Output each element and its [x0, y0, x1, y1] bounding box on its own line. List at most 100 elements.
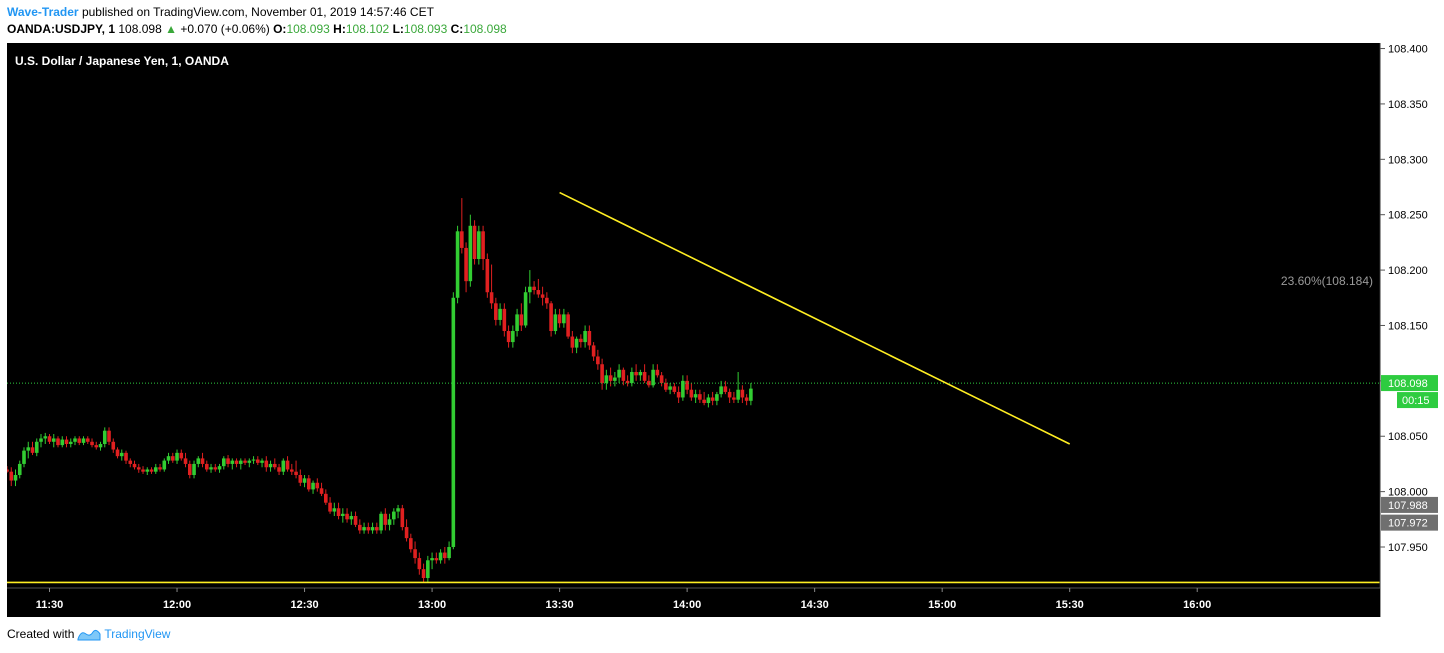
candle-body	[217, 466, 222, 470]
candle-body	[209, 467, 213, 470]
candle-body	[404, 527, 409, 539]
candle	[153, 463, 158, 474]
candle-body	[77, 438, 82, 443]
candle	[693, 389, 698, 404]
candle-body	[307, 478, 311, 490]
candle-body	[438, 552, 443, 561]
candle	[128, 458, 133, 468]
candle	[634, 364, 638, 381]
candle-body	[64, 439, 69, 444]
candle	[290, 463, 294, 476]
candle	[604, 369, 609, 390]
candle-body	[642, 371, 647, 381]
price-chart[interactable]: U.S. Dollar / Japanese Yen, 1, OANDA 23.…	[7, 43, 1439, 617]
time-tick-label: 12:00	[163, 599, 191, 611]
candle	[119, 449, 124, 461]
candles-layer	[7, 198, 753, 583]
price-change: +0.070 (+0.06%)	[180, 22, 270, 36]
candle	[238, 458, 243, 470]
candle-body	[60, 439, 65, 446]
candle	[477, 225, 481, 265]
candle-body	[255, 459, 260, 463]
candle-body	[107, 430, 111, 442]
candle-body	[498, 308, 502, 320]
candle-body	[536, 290, 541, 295]
candle	[349, 511, 354, 525]
candle	[672, 383, 677, 395]
candle	[557, 308, 562, 328]
candle	[536, 278, 541, 298]
candle-body	[485, 259, 490, 293]
candle	[332, 502, 337, 516]
candle-body	[68, 441, 73, 444]
author-link[interactable]: Wave-Trader	[7, 5, 79, 19]
time-tick-label: 14:00	[673, 599, 701, 611]
candle-body	[158, 467, 162, 470]
candle-body	[264, 460, 269, 468]
candle-body	[247, 460, 252, 463]
candle-body	[51, 438, 56, 442]
candle-body	[13, 475, 18, 481]
candle	[685, 375, 689, 395]
price-tick-label: 108.300	[1388, 154, 1428, 166]
footer: Created with TradingView	[7, 627, 170, 641]
candle-body	[409, 538, 413, 550]
candle	[200, 452, 205, 468]
candle	[638, 369, 643, 381]
candle-body	[332, 508, 337, 512]
candle-body	[732, 397, 736, 400]
candle	[706, 394, 711, 408]
candle-body	[681, 380, 685, 398]
candle	[264, 456, 269, 472]
candle	[307, 475, 311, 492]
tradingview-link[interactable]: TradingView	[104, 627, 171, 641]
candle	[383, 508, 388, 531]
candle	[506, 325, 511, 348]
candle-body	[204, 463, 209, 470]
chart-pane[interactable]	[7, 43, 1380, 588]
candle-body	[34, 441, 39, 453]
candle	[392, 508, 396, 525]
candle	[430, 552, 434, 570]
candle-body	[434, 558, 439, 561]
candle-body	[281, 460, 286, 472]
candle-body	[285, 460, 290, 470]
candle-body	[141, 469, 145, 472]
candle	[689, 383, 694, 401]
candle-body	[689, 389, 694, 398]
chart-title: U.S. Dollar / Japanese Yen, 1, OANDA	[15, 54, 229, 68]
overlays-layer	[7, 191, 1380, 584]
level-label: 107.988	[1388, 500, 1428, 512]
candle-body	[723, 386, 728, 392]
candle	[532, 281, 536, 295]
candle-body	[706, 397, 711, 404]
candle	[26, 441, 31, 459]
price-tick-label: 108.250	[1388, 210, 1428, 222]
candle-body	[81, 438, 86, 443]
candle	[60, 436, 65, 448]
candle	[668, 383, 672, 395]
candle-body	[540, 294, 545, 298]
candle-body	[502, 308, 507, 332]
time-axis[interactable]	[7, 588, 1380, 617]
candle	[698, 389, 702, 404]
candle	[655, 364, 660, 378]
candle	[621, 367, 626, 386]
candle	[192, 460, 196, 479]
candle	[341, 508, 345, 523]
candle-body	[362, 527, 366, 531]
candle	[413, 541, 417, 564]
candle	[281, 458, 286, 476]
level-badge	[1381, 496, 1438, 513]
candle-body	[489, 292, 494, 304]
candle-body	[175, 452, 179, 461]
candle-body	[221, 458, 226, 467]
candle	[749, 383, 753, 406]
symbol-name: OANDA:USDJPY, 1	[7, 22, 116, 36]
candle-body	[566, 314, 570, 337]
candle-body	[736, 389, 740, 400]
candle-body	[290, 469, 294, 472]
candle	[659, 371, 664, 387]
candle	[443, 547, 447, 564]
candle	[234, 458, 239, 468]
